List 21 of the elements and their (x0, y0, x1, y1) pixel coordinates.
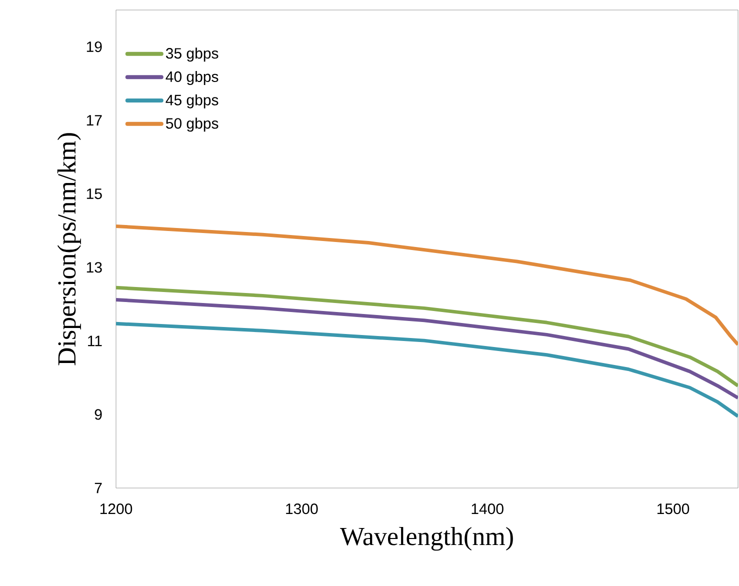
y-tick-label: 7 (94, 482, 102, 494)
line-series (116, 322, 738, 418)
line-series (116, 224, 738, 346)
legend-label: 40 gbps (166, 70, 218, 85)
x-tick-label: 1300 (286, 504, 318, 514)
y-tick-label: 19 (86, 41, 102, 52)
x-tick-label: 1400 (472, 504, 504, 514)
x-axis-title: Wavelength(nm) (340, 526, 513, 551)
y-tick-label: 9 (94, 409, 102, 420)
y-axis-title: Dispersion(ps/nm/km) (57, 133, 81, 366)
legend-label: 50 gbps (166, 118, 218, 132)
y-tick-label: 13 (86, 262, 102, 273)
y-tick-label: 17 (86, 115, 102, 126)
line-series (116, 286, 738, 388)
legend-label: 35 gbps (166, 48, 218, 62)
x-tick-label: 1500 (657, 504, 690, 514)
legend-label: 45 gbps (166, 94, 218, 108)
y-tick-label: 11 (88, 336, 102, 346)
y-tick-label: 15 (86, 188, 102, 200)
line-series (116, 298, 738, 400)
x-tick-label: 1200 (100, 504, 132, 514)
